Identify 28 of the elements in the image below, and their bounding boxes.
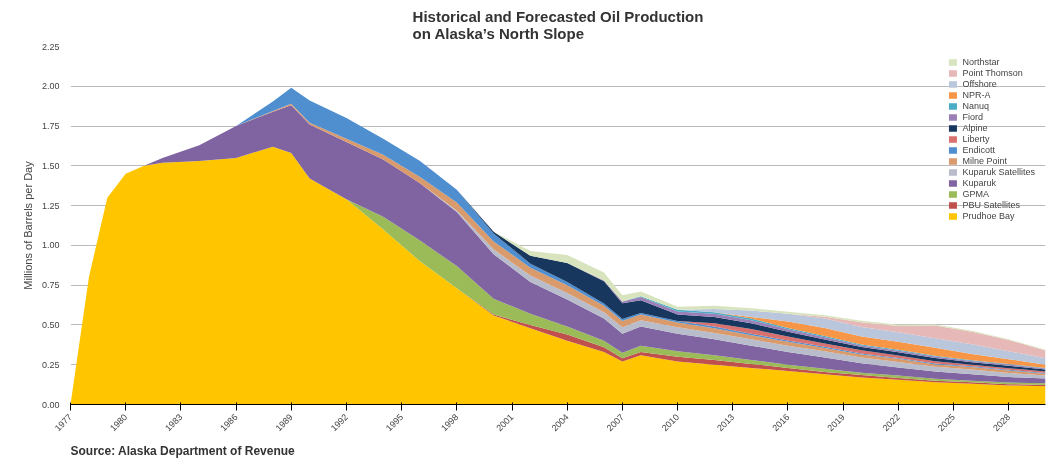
legend-label: Kuparuk (962, 177, 996, 188)
legend-label: Offshore (962, 78, 997, 89)
y-tick-label: 0.00 (41, 399, 60, 410)
legend-label: Endicott (962, 144, 995, 155)
y-tick-label: 1.50 (41, 160, 60, 171)
legend-label: Nanuq (962, 100, 989, 111)
legend-label: PBU Satellites (962, 199, 1020, 210)
legend-label: Kuparuk Satellites (962, 166, 1035, 177)
chart-title: Historical and Forecasted Oil Production on Alaska’s North Slope (412, 7, 704, 42)
y-tick-label: 0.50 (41, 319, 60, 330)
legend-label: Point Thomson (962, 67, 1023, 78)
y-tick-label: 1.75 (41, 121, 60, 132)
y-tick-label: 1.25 (41, 200, 60, 211)
legend-label: Alpine (962, 122, 988, 133)
legend-label: GPMA (962, 188, 989, 199)
legend-label: Northstar (962, 56, 1000, 67)
y-tick-label: 2.00 (41, 81, 60, 92)
y-axis-title: Millions of Barrels per Day (21, 160, 34, 290)
legend-label: NPR-A (962, 89, 991, 100)
source-note: Source: Alaska Department of Revenue (70, 443, 296, 458)
y-tick-label: 0.75 (41, 280, 60, 291)
y-tick-label: 1.00 (41, 240, 60, 251)
legend-label: Prudhoe Bay (962, 210, 1015, 221)
y-tick-label: 2.25 (41, 41, 60, 52)
legend-label: Milne Point (962, 155, 1007, 166)
y-tick-label: 0.25 (41, 359, 60, 370)
legend-label: Liberty (962, 133, 990, 144)
legend-label: Fiord (962, 111, 983, 122)
